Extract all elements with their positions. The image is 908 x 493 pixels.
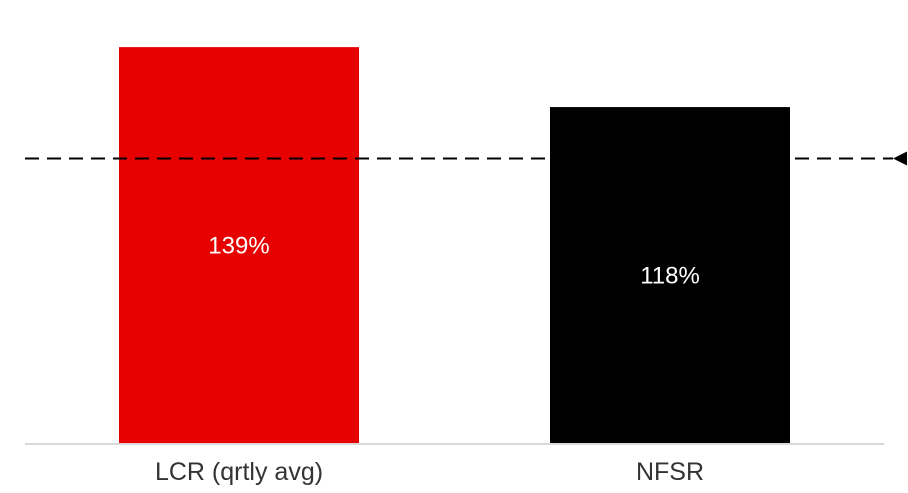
bar-nfsr — [550, 107, 790, 444]
data-label-lcr-qrtly-avg: 139% — [208, 233, 269, 260]
bar-lcr-qrtly-avg — [119, 47, 359, 445]
labels-group: 139% LCR (qrtly avg) 118% NFSR — [155, 233, 704, 486]
reference-line-group — [25, 151, 907, 166]
reference-arrow-icon — [893, 151, 907, 166]
data-label-nfsr: 118% — [640, 263, 700, 290]
category-label-nfsr: NFSR — [636, 458, 704, 486]
category-label-lcr-qrtly-avg: LCR (qrtly avg) — [155, 458, 323, 486]
bars-group — [119, 47, 790, 445]
